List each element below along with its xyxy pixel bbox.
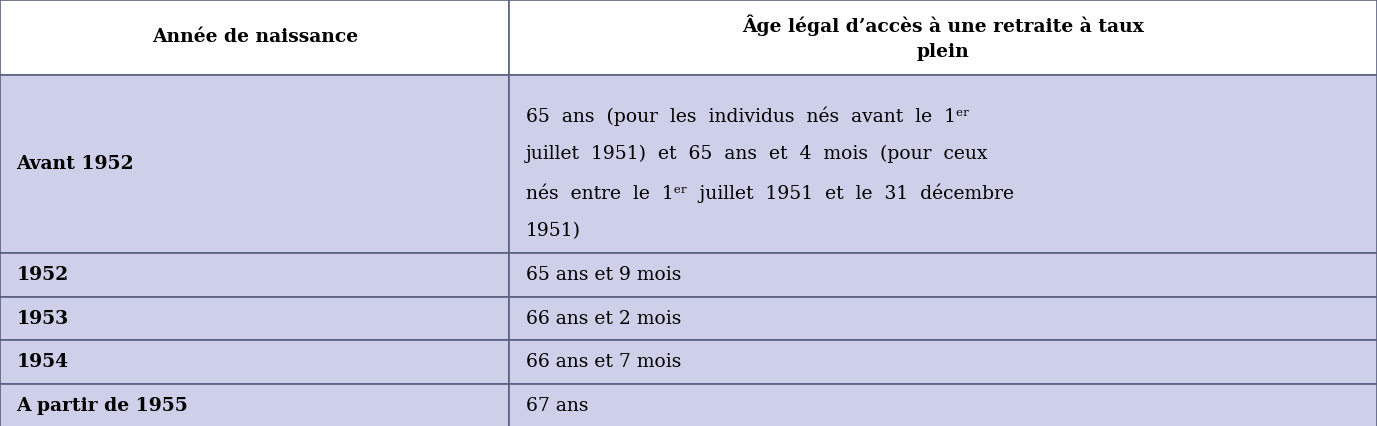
Text: Avant 1952: Avant 1952 — [17, 155, 134, 173]
Text: 1951): 1951) — [526, 222, 581, 240]
Text: 67 ans: 67 ans — [526, 397, 588, 414]
Text: 1954: 1954 — [17, 353, 69, 371]
Text: nés  entre  le  1ᵉʳ  juillet  1951  et  le  31  décembre: nés entre le 1ᵉʳ juillet 1951 et le 31 d… — [526, 183, 1013, 203]
Bar — [0, 75, 509, 253]
Text: 1952: 1952 — [17, 266, 69, 284]
Bar — [0, 253, 509, 297]
Text: 1953: 1953 — [17, 310, 69, 328]
Text: A partir de 1955: A partir de 1955 — [17, 397, 189, 414]
Text: 65 ans et 9 mois: 65 ans et 9 mois — [526, 266, 682, 284]
Bar — [509, 0, 1377, 75]
Bar — [0, 384, 509, 426]
Text: juillet  1951)  et  65  ans  et  4  mois  (pour  ceux: juillet 1951) et 65 ans et 4 mois (pour … — [526, 145, 989, 163]
Text: Année de naissance: Année de naissance — [151, 28, 358, 46]
Bar — [0, 340, 509, 384]
Bar — [509, 253, 1377, 297]
Text: 66 ans et 7 mois: 66 ans et 7 mois — [526, 353, 682, 371]
Bar — [509, 75, 1377, 253]
Bar — [509, 297, 1377, 340]
Text: Âge légal d’accès à une retraite à taux
plein: Âge légal d’accès à une retraite à taux … — [742, 14, 1144, 60]
Bar — [509, 340, 1377, 384]
Text: 65  ans  (pour  les  individus  nés  avant  le  1ᵉʳ: 65 ans (pour les individus nés avant le … — [526, 106, 969, 126]
Bar — [0, 297, 509, 340]
Bar — [0, 0, 509, 75]
Bar — [509, 384, 1377, 426]
Text: 66 ans et 2 mois: 66 ans et 2 mois — [526, 310, 682, 328]
